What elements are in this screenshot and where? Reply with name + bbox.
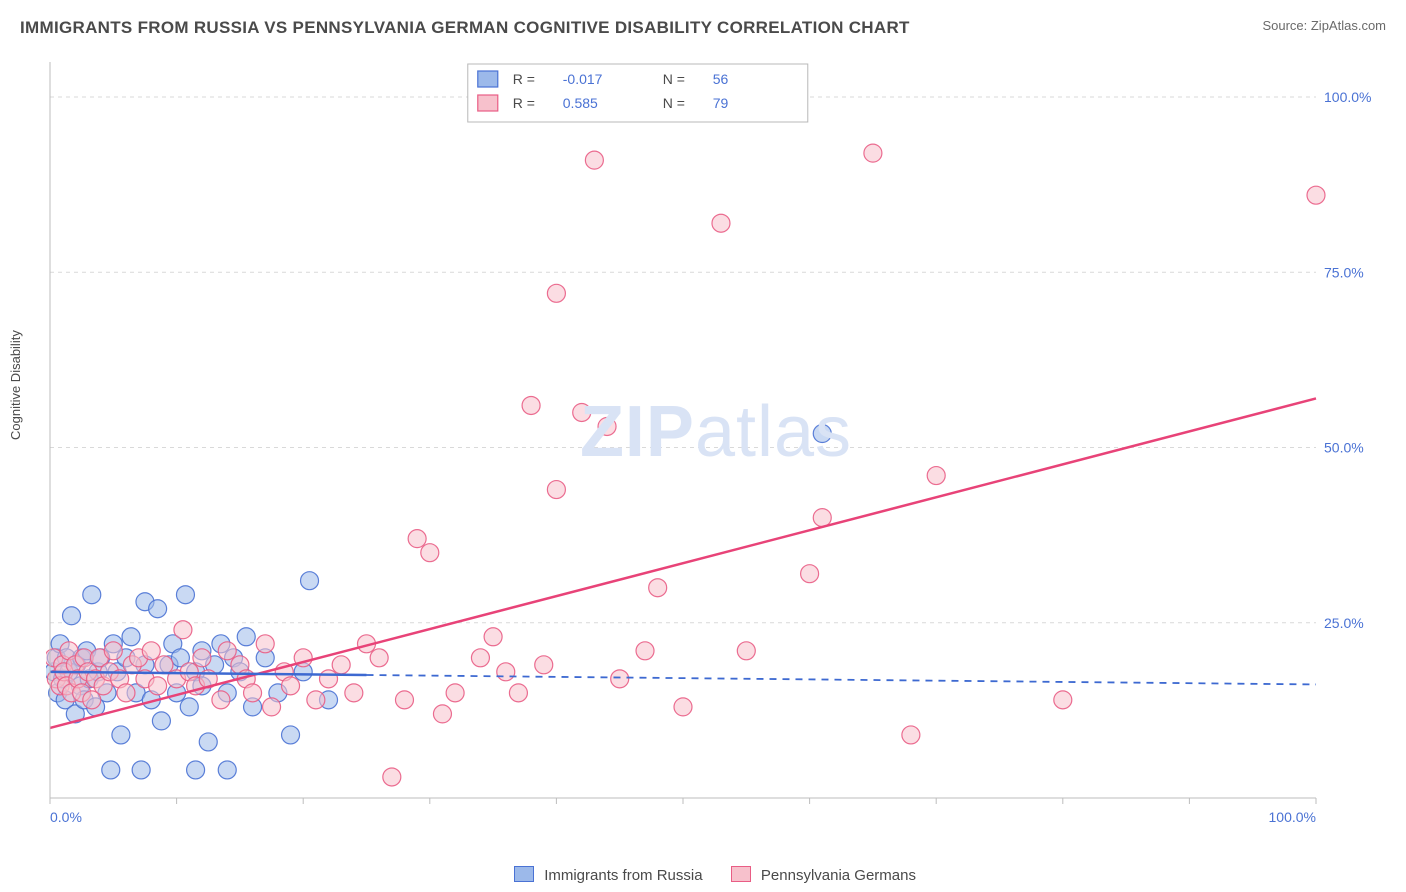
svg-text:0.0%: 0.0% <box>50 809 82 825</box>
scatter-point <box>674 698 692 716</box>
scatter-point <box>471 649 489 667</box>
scatter-point <box>395 691 413 709</box>
scatter-point <box>332 656 350 674</box>
scatter-point <box>102 761 120 779</box>
scatter-point <box>149 600 167 618</box>
scatter-point <box>446 684 464 702</box>
scatter-point <box>212 691 230 709</box>
scatter-point <box>535 656 553 674</box>
legend-swatch-pink <box>731 866 751 882</box>
scatter-point <box>712 214 730 232</box>
scatter-point <box>301 572 319 590</box>
scatter-point <box>484 628 502 646</box>
scatter-point <box>132 761 150 779</box>
scatter-point <box>433 705 451 723</box>
scatter-point <box>611 670 629 688</box>
svg-text:25.0%: 25.0% <box>1324 615 1364 631</box>
scatter-point <box>83 586 101 604</box>
svg-text:100.0%: 100.0% <box>1269 809 1316 825</box>
scatter-point <box>1054 691 1072 709</box>
scatter-point <box>180 698 198 716</box>
scatter-point <box>112 726 130 744</box>
scatter-point <box>598 417 616 435</box>
scatter-point <box>509 684 527 702</box>
scatter-point <box>307 691 325 709</box>
scatter-point <box>320 670 338 688</box>
svg-text:N =: N = <box>663 95 685 111</box>
scatter-point <box>63 607 81 625</box>
svg-text:0.585: 0.585 <box>563 95 598 111</box>
legend-label-blue: Immigrants from Russia <box>544 867 702 884</box>
y-axis-label: Cognitive Disability <box>8 330 23 440</box>
scatter-point <box>573 403 591 421</box>
scatter-point <box>547 481 565 499</box>
scatter-point <box>497 663 515 681</box>
scatter-point <box>801 565 819 583</box>
legend-swatch <box>478 95 498 111</box>
scatter-svg: 25.0% 50.0% 75.0% 100.0% 0.0% 100.0% R = -0.0… <box>46 58 1386 838</box>
scatter-point <box>649 579 667 597</box>
scatter-point <box>345 684 363 702</box>
scatter-point <box>218 642 236 660</box>
scatter-point <box>585 151 603 169</box>
svg-text:75.0%: 75.0% <box>1324 264 1364 280</box>
scatter-point <box>244 684 262 702</box>
scatter-point <box>155 656 173 674</box>
scatter-point <box>547 284 565 302</box>
legend-label-pink: Pennsylvania Germans <box>761 867 916 884</box>
scatter-point <box>104 642 122 660</box>
scatter-point <box>864 144 882 162</box>
scatter-point <box>522 396 540 414</box>
svg-text:50.0%: 50.0% <box>1324 440 1364 456</box>
legend-swatch-blue <box>514 866 534 882</box>
scatter-point <box>174 621 192 639</box>
scatter-point <box>1307 186 1325 204</box>
scatter-point <box>193 649 211 667</box>
scatter-point <box>927 467 945 485</box>
svg-text:56: 56 <box>713 71 729 87</box>
scatter-point <box>149 677 167 695</box>
svg-text:-0.017: -0.017 <box>563 71 603 87</box>
scatter-point <box>813 509 831 527</box>
svg-text:100.0%: 100.0% <box>1324 89 1371 105</box>
scatter-point <box>370 649 388 667</box>
svg-text:R =: R = <box>513 95 535 111</box>
scatter-point <box>282 726 300 744</box>
scatter-point <box>256 635 274 653</box>
scatter-point <box>421 544 439 562</box>
scatter-point <box>902 726 920 744</box>
scatter-point <box>218 761 236 779</box>
bottom-legend: Immigrants from Russia Pennsylvania Germ… <box>0 866 1406 884</box>
scatter-point <box>383 768 401 786</box>
legend-swatch <box>478 71 498 87</box>
scatter-point <box>199 733 217 751</box>
chart-header: IMMIGRANTS FROM RUSSIA VS PENNSYLVANIA G… <box>20 18 1386 48</box>
scatter-point <box>117 684 135 702</box>
scatter-point <box>122 628 140 646</box>
svg-text:N =: N = <box>663 71 685 87</box>
scatter-point <box>408 530 426 548</box>
scatter-point <box>187 761 205 779</box>
scatter-point <box>152 712 170 730</box>
chart-title: IMMIGRANTS FROM RUSSIA VS PENNSYLVANIA G… <box>20 18 910 37</box>
scatter-point <box>813 425 831 443</box>
svg-text:79: 79 <box>713 95 729 111</box>
scatter-point <box>142 642 160 660</box>
source-label: Source: ZipAtlas.com <box>1262 18 1386 33</box>
scatter-point <box>282 677 300 695</box>
scatter-point <box>176 586 194 604</box>
scatter-point <box>237 628 255 646</box>
scatter-point <box>263 698 281 716</box>
plot-area: 25.0% 50.0% 75.0% 100.0% 0.0% 100.0% R = -0.0… <box>46 58 1386 838</box>
scatter-point <box>737 642 755 660</box>
svg-text:R =: R = <box>513 71 535 87</box>
scatter-point <box>636 642 654 660</box>
